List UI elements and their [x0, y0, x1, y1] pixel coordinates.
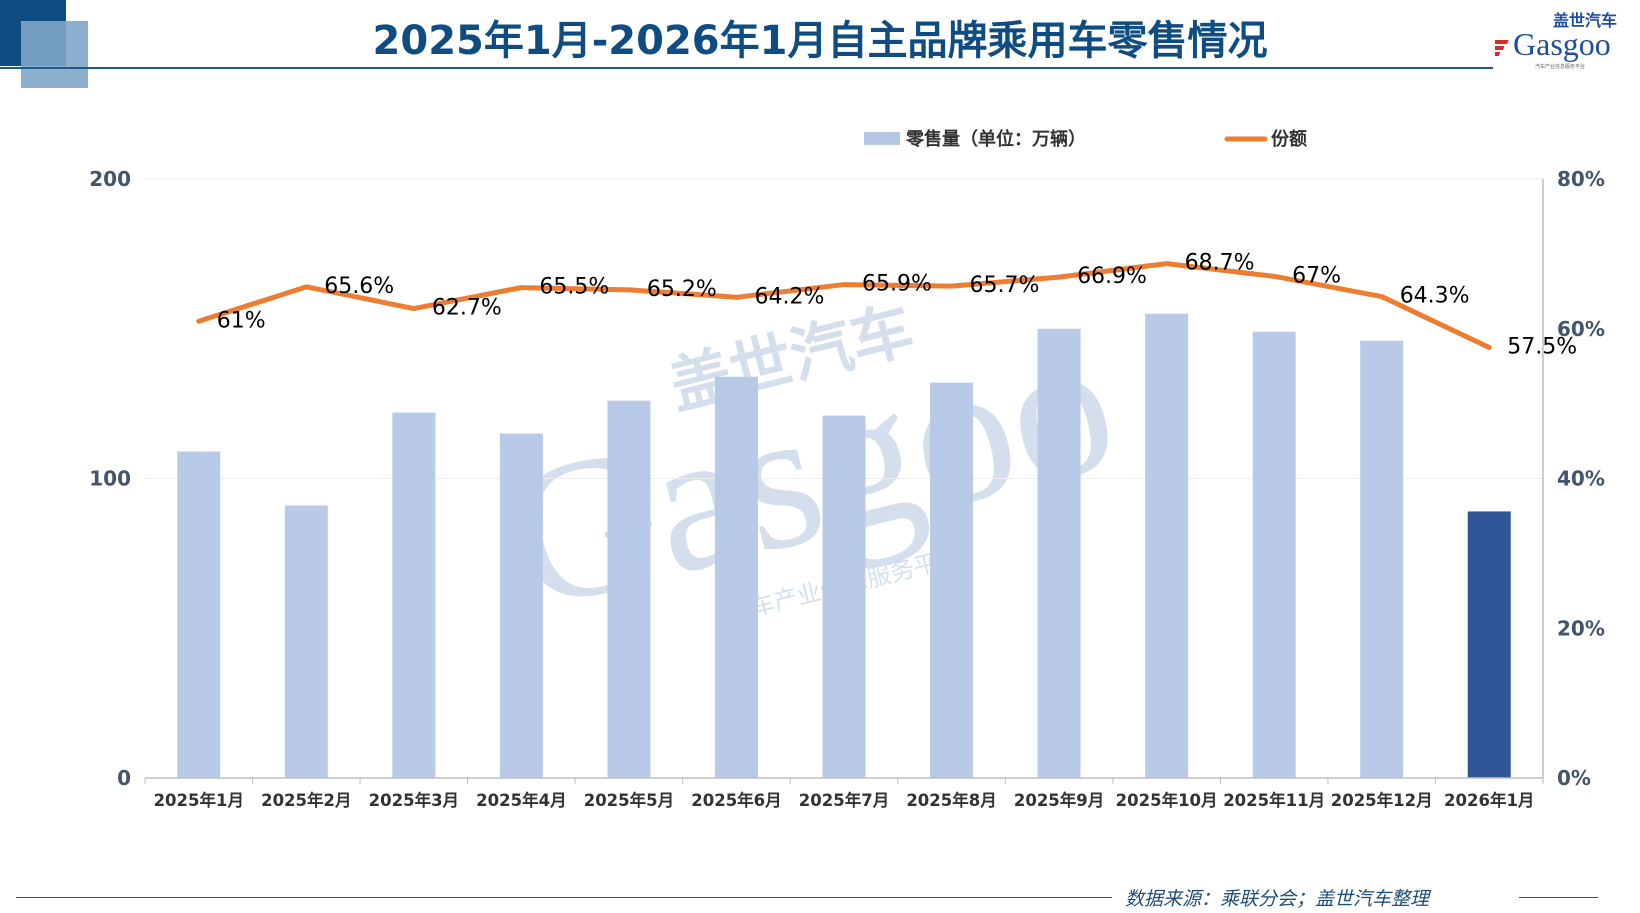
x-tick-label: 2025年4月: [476, 790, 566, 810]
share-data-label: 65.7%: [970, 273, 1040, 298]
bar-2025年10月: [1145, 313, 1189, 778]
data-source: 数据来源：乘联分会；盖世汽车整理: [1125, 888, 1430, 910]
legend-swatch-sales: [864, 132, 900, 145]
share-data-label: 66.9%: [1077, 264, 1147, 289]
y-left-tick-label: 200: [89, 167, 131, 191]
bar-2025年5月: [607, 400, 651, 778]
footer-divider: [16, 897, 1112, 898]
share-data-label: 61%: [217, 308, 266, 333]
x-tick-label: 2025年10月: [1116, 790, 1218, 810]
x-tick-label: 2025年3月: [369, 790, 459, 810]
share-data-label: 65.6%: [324, 274, 394, 299]
bar-2025年6月: [714, 376, 758, 778]
share-data-label: 65.2%: [647, 277, 717, 302]
legend-label-sales: 零售量（单位：万辆）: [905, 128, 1086, 150]
bar-2025年11月: [1252, 331, 1296, 778]
bar-2025年1月: [177, 451, 221, 778]
logo-cn-text: 盖世汽车: [1553, 11, 1617, 30]
share-data-label: 68.7%: [1185, 251, 1255, 276]
logo-tagline: 汽车产业信息服务平台: [1535, 63, 1585, 70]
bar-2025年8月: [930, 382, 974, 778]
bar-2025年12月: [1360, 340, 1404, 778]
x-tick-label: 2025年12月: [1331, 790, 1433, 810]
bar-2026年1月: [1467, 511, 1511, 778]
footer-divider-right: [1519, 897, 1598, 898]
header-divider: [0, 67, 1493, 69]
share-data-label: 57.5%: [1507, 334, 1577, 359]
bar-2025年3月: [392, 412, 436, 778]
logo-en-text: Gasgoo: [1513, 26, 1611, 62]
share-data-label: 64.3%: [1400, 284, 1470, 309]
share-data-label: 62.7%: [432, 296, 502, 321]
page-title: 2025年1月-2026年1月自主品牌乘用车零售情况: [372, 18, 1268, 64]
legend: 零售量（单位：万辆） 份额: [864, 128, 1307, 150]
share-data-label: 65.9%: [862, 272, 932, 297]
share-data-label: 67%: [1292, 263, 1341, 288]
share-data-label: 65.5%: [539, 275, 609, 300]
y-left-tick-label: 0: [117, 766, 131, 790]
bar-2025年2月: [284, 505, 328, 778]
y-left-tick-label: 100: [89, 467, 131, 491]
bar-2025年4月: [499, 433, 543, 778]
x-tick-label: 2025年9月: [1014, 790, 1104, 810]
x-tick-label: 2026年1月: [1444, 790, 1534, 810]
share-data-label: 64.2%: [754, 284, 824, 309]
y-right-tick-label: 20%: [1557, 616, 1605, 640]
gasgoo-logo: 盖世汽车 Gasgoo 汽车产业信息服务平台: [1495, 11, 1617, 70]
bar-2025年9月: [1037, 328, 1081, 778]
legend-label-share: 份额: [1271, 128, 1307, 150]
y-right-tick-label: 80%: [1557, 167, 1605, 191]
y-right-tick-label: 0%: [1557, 766, 1591, 790]
x-tick-label: 2025年2月: [261, 790, 351, 810]
y-right-tick-label: 40%: [1557, 467, 1605, 491]
x-tick-label: 2025年7月: [799, 790, 889, 810]
bar-2025年7月: [822, 415, 866, 778]
x-tick-label: 2025年8月: [906, 790, 996, 810]
header-decoration-block-light: [21, 21, 88, 88]
y-right-tick-label: 60%: [1557, 317, 1605, 341]
x-tick-label: 2025年1月: [154, 790, 244, 810]
x-tick-label: 2025年11月: [1223, 790, 1325, 810]
x-tick-label: 2025年5月: [584, 790, 674, 810]
x-tick-label: 2025年6月: [691, 790, 781, 810]
